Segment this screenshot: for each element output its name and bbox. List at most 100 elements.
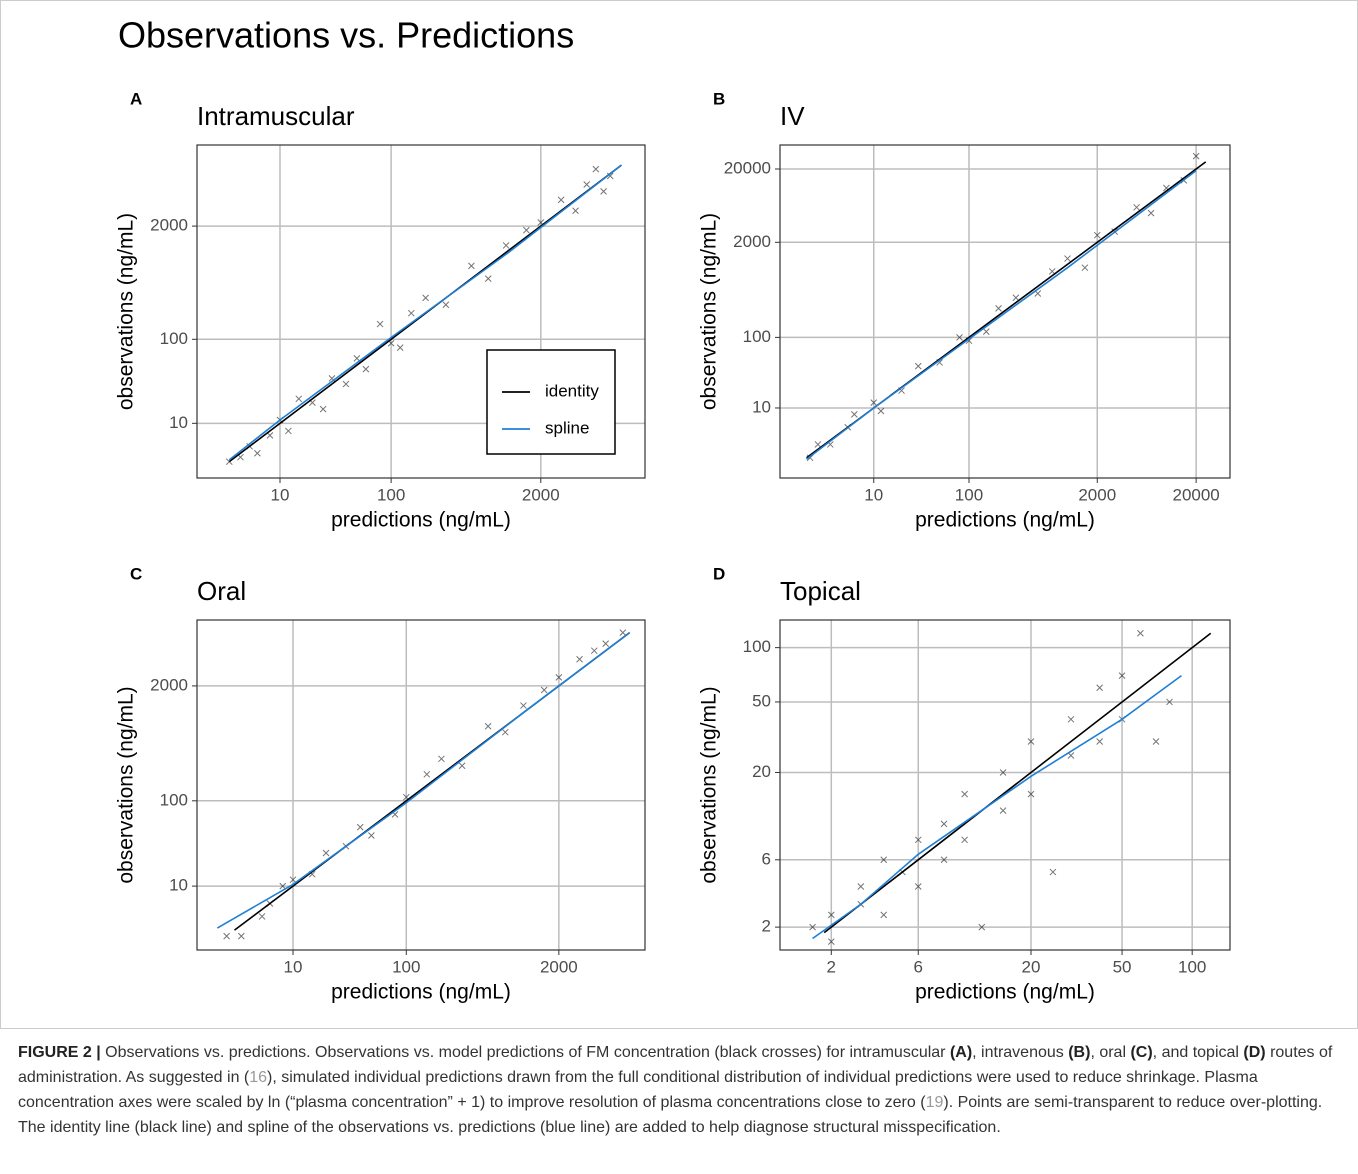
legend-label: identity — [545, 381, 599, 400]
point — [484, 275, 492, 282]
point — [914, 836, 922, 844]
point — [1147, 209, 1155, 217]
point — [458, 762, 466, 770]
point — [438, 755, 445, 763]
point — [940, 856, 948, 864]
plot-background — [197, 620, 645, 950]
x-tick-label: 10 — [864, 485, 883, 504]
point — [253, 449, 261, 457]
caption-text: , oral — [1090, 1044, 1131, 1061]
line — [812, 675, 1182, 940]
point — [1096, 738, 1104, 745]
point — [407, 309, 415, 317]
x-tick-label: 2000 — [540, 957, 578, 976]
plot-border — [779, 619, 1231, 951]
panel: C Oral 10 100 2000 10 100 2000 predictions (ng/m… — [115, 564, 646, 1004]
y-tick-label: 100 — [743, 327, 771, 346]
panel-letter: C — [130, 564, 142, 583]
caption-bold: (D) — [1243, 1044, 1266, 1061]
x-tick-label: 100 — [1178, 957, 1206, 976]
plot-border — [196, 619, 646, 951]
point — [880, 856, 888, 864]
caption-ref[interactable]: 19 — [925, 1094, 944, 1111]
point — [502, 242, 510, 249]
y-axis-label: observations (ng/mL) — [115, 686, 138, 883]
point — [914, 883, 922, 890]
y-axis-label: observations (ng/mL) — [115, 213, 138, 410]
point — [523, 226, 530, 234]
x-tick-label: 100 — [392, 957, 420, 976]
y-tick-label: 6 — [762, 849, 771, 868]
point — [1166, 698, 1173, 706]
point — [961, 790, 968, 798]
legend-box — [486, 349, 616, 455]
plot-area — [225, 164, 622, 466]
y-tick-label: 20000 — [724, 158, 771, 177]
figure-title: Observations vs. Predictions — [118, 15, 574, 56]
caption: FIGURE 2 | Observations vs. predictions.… — [18, 1040, 1340, 1140]
point — [978, 923, 986, 931]
point — [376, 320, 384, 328]
point — [827, 938, 835, 945]
x-tick-label: 2 — [827, 957, 836, 976]
point — [877, 407, 885, 415]
caption-text: Observations vs. predictions. Observatio… — [100, 1044, 950, 1061]
line — [228, 164, 622, 461]
point — [285, 427, 292, 435]
figure: Observations vs. Predictions A Intramuscu… — [0, 0, 1358, 1029]
point — [600, 188, 607, 195]
point — [557, 196, 565, 204]
legend-label: spline — [545, 418, 589, 437]
point — [540, 686, 548, 694]
y-tick-label: 100 — [160, 790, 188, 809]
point — [982, 328, 990, 335]
point — [422, 294, 429, 302]
point — [223, 932, 230, 940]
caption-text: ). Points are semi-transparent to reduce… — [18, 1094, 1323, 1136]
point — [501, 728, 509, 736]
panel-title: Intramuscular — [197, 101, 355, 131]
caption-bold: (C) — [1130, 1044, 1153, 1061]
point — [880, 911, 888, 919]
x-tick-label: 2000 — [522, 485, 560, 504]
point — [1067, 715, 1075, 723]
caption-ref[interactable]: 16 — [249, 1069, 268, 1086]
point — [442, 301, 450, 309]
caption-bold: (B) — [1068, 1044, 1091, 1061]
y-tick-label: 2000 — [733, 232, 771, 251]
point — [814, 441, 822, 448]
point — [1081, 264, 1089, 272]
plot-border — [779, 144, 1231, 479]
x-tick-label: 100 — [377, 485, 405, 504]
caption-bold: (A) — [949, 1044, 973, 1061]
panel: D Topical 2 6 20 50 100 2 6 20 50 100 predictions (n… — [698, 564, 1231, 1004]
point — [1152, 738, 1160, 745]
point — [237, 932, 245, 940]
y-axis-label: observations (ng/mL) — [698, 213, 721, 410]
panel-title: IV — [780, 101, 805, 131]
point — [468, 262, 475, 270]
point — [279, 882, 287, 890]
x-axis-label: predictions (ng/mL) — [915, 509, 1095, 532]
panel: B IV 10 100 2000 20000 10 100 2000 20000 predictio… — [698, 89, 1231, 532]
plot-background — [780, 620, 1230, 950]
panel-letter: A — [130, 89, 142, 108]
line — [806, 169, 1197, 460]
x-axis-label: predictions (ng/mL) — [331, 981, 511, 1004]
caption-text: , intravenous — [972, 1044, 1069, 1061]
y-axis-label: observations (ng/mL) — [698, 686, 721, 883]
panel: A Intramuscular 10 100 2000 10 100 2000 predicti… — [115, 89, 646, 532]
point — [353, 355, 361, 362]
line — [823, 632, 1212, 934]
point — [809, 923, 816, 931]
point — [289, 876, 297, 884]
x-axis-label: predictions (ng/mL) — [331, 509, 511, 532]
point — [484, 722, 492, 730]
point — [295, 395, 303, 403]
x-tick-label: 20 — [1022, 957, 1041, 976]
panel-title: Oral — [197, 576, 246, 606]
point — [1192, 152, 1200, 160]
y-tick-label: 10 — [752, 397, 771, 416]
x-tick-label: 50 — [1113, 957, 1132, 976]
x-tick-label: 2000 — [1078, 485, 1116, 504]
